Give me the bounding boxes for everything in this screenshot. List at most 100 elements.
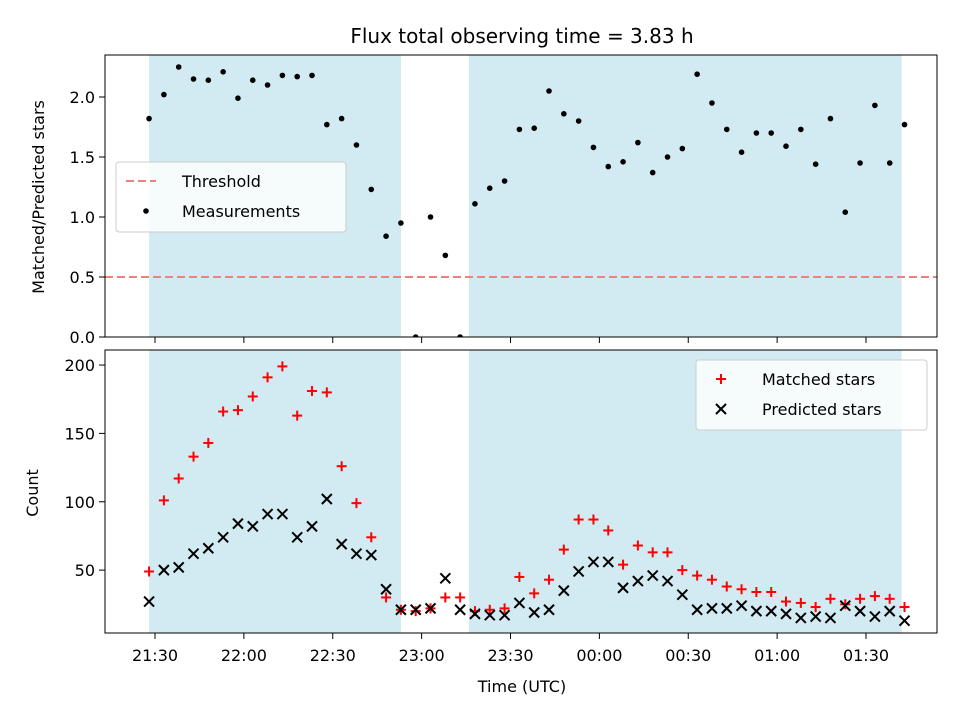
predicted-star-point — [854, 605, 866, 617]
legend-label: Matched stars — [762, 370, 875, 389]
matched-star-point — [351, 498, 362, 509]
predicted-star-point — [706, 602, 718, 615]
measurement-point — [605, 163, 612, 170]
predicted-star-point — [187, 547, 200, 560]
measurement-point — [175, 64, 182, 70]
measurement-point — [738, 149, 745, 155]
predicted-star-point — [691, 604, 703, 616]
measurement-point — [368, 186, 375, 193]
legend-measurement-swatch — [143, 208, 149, 214]
predicted-star-point — [617, 582, 629, 594]
matched-star-point — [558, 544, 569, 555]
predicted-star-point — [809, 610, 822, 623]
matched-star-point — [884, 593, 895, 604]
x-tick-label: 23:00 — [399, 646, 445, 665]
bottom-y-axis-label: Count — [23, 469, 42, 517]
predicted-star-point — [513, 597, 526, 609]
matched-star-point — [440, 592, 451, 603]
measurement-point — [842, 209, 849, 215]
measurement-point — [664, 154, 671, 160]
matched-star-point — [618, 559, 629, 570]
x-tick-label: 23:30 — [487, 646, 533, 665]
matched-star-point — [781, 596, 792, 607]
predicted-star-point — [869, 610, 881, 623]
measurement-point — [353, 142, 360, 148]
matched-star-point — [247, 391, 258, 402]
x-tick-label: 00:00 — [576, 646, 622, 665]
predicted-star-point — [484, 609, 496, 621]
y-tick-label: 0.0 — [70, 328, 95, 347]
measurement-point — [412, 334, 419, 337]
predicted-star-point — [291, 531, 303, 544]
measurement-point — [857, 160, 863, 166]
matched-star-point — [662, 547, 673, 558]
predicted-star-point — [661, 575, 674, 587]
predicted-star-point — [261, 508, 274, 520]
measurement-point — [235, 95, 241, 101]
matched-star-point — [499, 603, 510, 614]
matched-star-point — [173, 473, 184, 484]
measurement-point — [501, 178, 508, 184]
predicted-star-point — [587, 556, 600, 568]
measurement-point — [575, 118, 582, 124]
measurement-point — [561, 111, 567, 117]
predicted-star-point — [306, 520, 318, 533]
matched-star-point — [188, 451, 199, 462]
matched-star-point — [647, 547, 658, 558]
legend-predicted-swatch — [715, 403, 727, 415]
matched-star-point — [514, 571, 525, 582]
plot-frame — [104, 349, 938, 634]
predicted-star-point — [765, 605, 777, 617]
predicted-star-point — [528, 606, 540, 619]
predicted-star-point — [898, 614, 911, 627]
measurement-point — [309, 72, 315, 79]
legend: Threshold Measurements — [115, 161, 347, 233]
predicted-star-point — [247, 520, 259, 533]
x-tick-label: 00:30 — [665, 646, 711, 665]
measurement-point — [709, 100, 715, 106]
measurement-point — [190, 76, 197, 82]
y-tick-label: 1.0 — [70, 208, 95, 227]
measurement-point — [753, 130, 760, 136]
predicted-star-point — [217, 531, 229, 544]
y-tick-label: 0.5 — [70, 268, 95, 287]
predicted-star-point — [380, 583, 392, 595]
predicted-star-point — [676, 589, 689, 601]
matched-star-point — [203, 437, 214, 448]
predicted-star-point — [158, 564, 170, 576]
measurement-point — [146, 115, 152, 122]
plot-layer: 0.0 0.5 1.0 1.5 2.0 Threshold Measurements 50 10… — [64, 54, 938, 665]
matched-star-point — [232, 405, 243, 416]
matched-star-point — [721, 581, 732, 592]
matched-star-point — [484, 604, 495, 615]
y-tick-label: 1.5 — [70, 148, 95, 167]
measurement-point — [161, 91, 167, 98]
predicted-star-point — [395, 604, 407, 616]
matched-star-point — [766, 586, 777, 597]
x-tick-label: 22:00 — [221, 646, 267, 665]
measurement-point — [338, 115, 345, 122]
predicted-star-point — [795, 612, 807, 624]
observing-interval-shade — [149, 350, 401, 633]
predicted-star-point — [424, 602, 437, 615]
data-marks — [143, 361, 911, 627]
matched-star-point — [795, 597, 806, 608]
predicted-star-point — [735, 599, 748, 612]
matched-star-point — [158, 495, 169, 506]
predicted-star-point — [883, 605, 896, 617]
matched-star-point — [455, 592, 466, 603]
legend-label: Threshold — [181, 172, 261, 191]
measurement-point — [442, 252, 449, 259]
predicted-star-point — [824, 612, 837, 624]
y-tick-label: 100 — [64, 493, 95, 512]
x-tick-label: 22:30 — [310, 646, 356, 665]
matched-star-point — [588, 514, 599, 525]
matched-star-point — [692, 570, 703, 581]
measurement-point — [768, 130, 774, 136]
predicted-star-point — [350, 547, 363, 560]
predicted-star-point — [172, 561, 185, 574]
matched-star-point — [544, 574, 555, 585]
measurement-point — [398, 220, 404, 226]
chart-title: Flux total observing time = 3.83 h — [350, 24, 693, 48]
